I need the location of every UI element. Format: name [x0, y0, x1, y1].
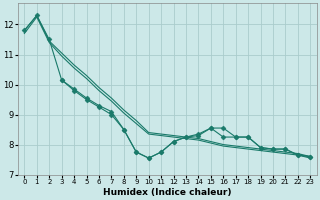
X-axis label: Humidex (Indice chaleur): Humidex (Indice chaleur)	[103, 188, 232, 197]
